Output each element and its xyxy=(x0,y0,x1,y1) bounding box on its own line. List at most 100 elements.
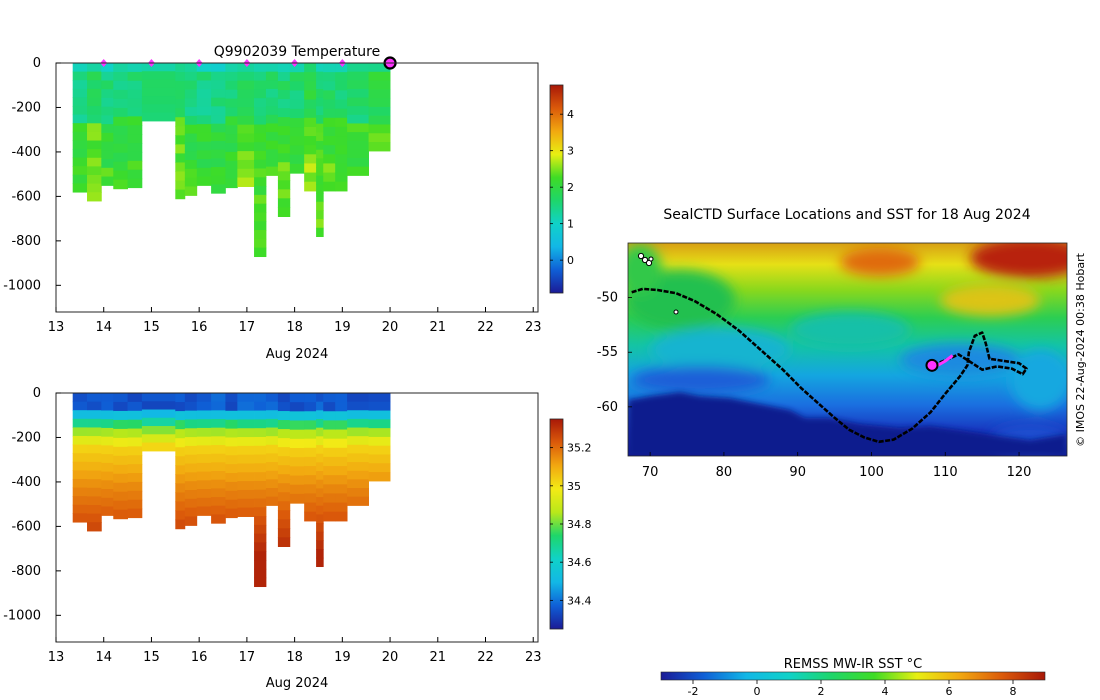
imos-credit: © IMOS 22-Aug-2024 00:38 Hobart xyxy=(1074,252,1087,446)
salinity-profile-3 xyxy=(101,393,114,516)
temperature-xtick-label: 20 xyxy=(382,320,399,335)
salinity-xtick-label: 23 xyxy=(525,650,542,665)
salinity-xtick-label: 16 xyxy=(191,650,208,665)
temperature-profile-10 xyxy=(211,63,226,194)
salinity-profile-16 xyxy=(289,393,305,504)
temperature-profile-12 xyxy=(237,63,255,187)
temperature-profile-6 xyxy=(141,63,176,122)
temperature-ytick-label: -800 xyxy=(11,234,41,249)
sst-map-axes: 70 80 90 100 110 120 -50 -55 -60 xyxy=(597,291,1032,480)
salinity-xtick-label: 13 xyxy=(48,650,65,665)
salinity-profile-9 xyxy=(196,393,212,516)
salinity-profile-22 xyxy=(368,393,391,482)
salinity-cbar-label: 34.4 xyxy=(567,594,592,607)
temperature-cbar-label: 3 xyxy=(567,145,574,158)
temperature-profile-20 xyxy=(335,63,348,192)
salinity-ytick-label: -400 xyxy=(11,475,41,490)
temperature-profile-8 xyxy=(184,63,198,196)
map-ytick-label: -60 xyxy=(597,400,618,415)
temperature-profile-2 xyxy=(87,63,102,202)
temperature-profile-13 xyxy=(254,63,267,258)
salinity-profile-2 xyxy=(87,393,102,532)
sst-colorbar xyxy=(660,671,1046,681)
salinity-profile-8 xyxy=(184,393,198,526)
salinity-colorbar-ticks: 34.4 34.6 34.8 35 35.2 xyxy=(550,442,592,607)
temperature-profile-18 xyxy=(316,63,324,238)
salinity-cbar-label: 34.8 xyxy=(567,518,592,531)
temperature-profile-14 xyxy=(265,63,279,176)
temperature-profile-15 xyxy=(277,63,291,217)
map-xtick-label: 80 xyxy=(716,465,733,480)
temperature-ytick-label: 0 xyxy=(33,56,41,71)
temperature-xtick-label: 13 xyxy=(48,320,65,335)
seal-track xyxy=(631,287,1028,444)
salinity-cbar-label: 35.2 xyxy=(567,442,592,455)
island-markers xyxy=(637,252,679,315)
salinity-profile-11 xyxy=(225,393,238,519)
map-xtick-label: 90 xyxy=(789,465,806,480)
salinity-axes: 13 14 15 16 17 18 19 20 21 22 23 0 -200 -400 -600 -800 -… xyxy=(3,386,541,665)
sst-cbar-label: -2 xyxy=(688,685,699,698)
antarctic-ice-region xyxy=(628,392,1067,456)
salinity-cbar-label: 34.6 xyxy=(567,556,592,569)
sst-cbar-label: 6 xyxy=(946,685,953,698)
temperature-ytick-label: -1000 xyxy=(3,278,41,293)
temperature-section-data xyxy=(72,63,391,258)
temperature-profile-22 xyxy=(368,63,391,152)
sst-cbar-label: 0 xyxy=(754,685,761,698)
temperature-xtick-label: 18 xyxy=(286,320,303,335)
salinity-ytick-label: -800 xyxy=(11,564,41,579)
current-seal-location xyxy=(925,358,939,372)
salinity-xtick-label: 18 xyxy=(286,650,303,665)
salinity-profile-4 xyxy=(113,393,128,520)
salinity-profile-14 xyxy=(265,393,279,506)
temperature-ytick-label: -400 xyxy=(11,145,41,160)
salinity-xtick-label: 17 xyxy=(239,650,256,665)
temperature-xtick-label: 22 xyxy=(477,320,494,335)
salinity-profile-6 xyxy=(141,393,176,452)
temperature-cbar-label: 0 xyxy=(567,254,574,267)
salinity-profile-19 xyxy=(323,393,336,522)
salinity-xtick-label: 21 xyxy=(430,650,447,665)
temperature-profile-21 xyxy=(347,63,369,176)
temperature-cbar-label: 4 xyxy=(567,108,574,121)
sst-cbar-label: 8 xyxy=(1010,685,1017,698)
sst-map-title: SealCTD Surface Locations and SST for 18… xyxy=(663,207,1030,223)
salinity-xtick-label: 19 xyxy=(334,650,351,665)
temperature-profile-19 xyxy=(323,63,336,192)
salinity-chart: 13 14 15 16 17 18 19 20 21 22 23 0 -200 -400 -600 -800 -… xyxy=(3,386,591,691)
temperature-xtick-label: 17 xyxy=(239,320,256,335)
salinity-profile-5 xyxy=(127,393,143,519)
temperature-chart-title: Q9902039 Temperature xyxy=(214,44,381,60)
sst-map: SealCTD Surface Locations and SST for 18… xyxy=(597,207,1087,698)
sst-cbar-label: 2 xyxy=(818,685,825,698)
salinity-profile-1 xyxy=(72,393,88,523)
sst-colorbar-label: REMSS MW-IR SST °C xyxy=(784,657,923,672)
map-xtick-label: 120 xyxy=(1007,465,1032,480)
sst-colorbar-ticks: -2 0 2 4 6 8 xyxy=(688,680,1017,698)
salinity-cbar-label: 35 xyxy=(567,480,581,493)
temperature-xtick-label: 19 xyxy=(334,320,351,335)
salinity-profile-15 xyxy=(277,393,291,547)
temperature-cbar-label: 1 xyxy=(567,218,574,231)
salinity-profile-7 xyxy=(175,393,186,530)
salinity-ytick-label: -1000 xyxy=(3,608,41,623)
map-xtick-label: 110 xyxy=(933,465,958,480)
temperature-ytick-label: -200 xyxy=(11,100,41,115)
sst-field xyxy=(628,243,1067,456)
temperature-xtick-label: 16 xyxy=(191,320,208,335)
temperature-profile-7 xyxy=(175,63,186,200)
salinity-xtick-label: 14 xyxy=(95,650,112,665)
salinity-ytick-label: 0 xyxy=(33,386,41,401)
salinity-profile-10 xyxy=(211,393,226,524)
temperature-xtick-label: 14 xyxy=(95,320,112,335)
temperature-profile-9 xyxy=(196,63,212,186)
temperature-xtick-label: 15 xyxy=(143,320,160,335)
salinity-plot-frame xyxy=(55,392,539,643)
salinity-xtick-label: 15 xyxy=(143,650,160,665)
temperature-xtick-label: 21 xyxy=(430,320,447,335)
temperature-colorbar-ticks: 0 1 2 3 4 xyxy=(550,108,574,267)
sst-cbar-label: 4 xyxy=(882,685,889,698)
salinity-xtick-label: 20 xyxy=(382,650,399,665)
